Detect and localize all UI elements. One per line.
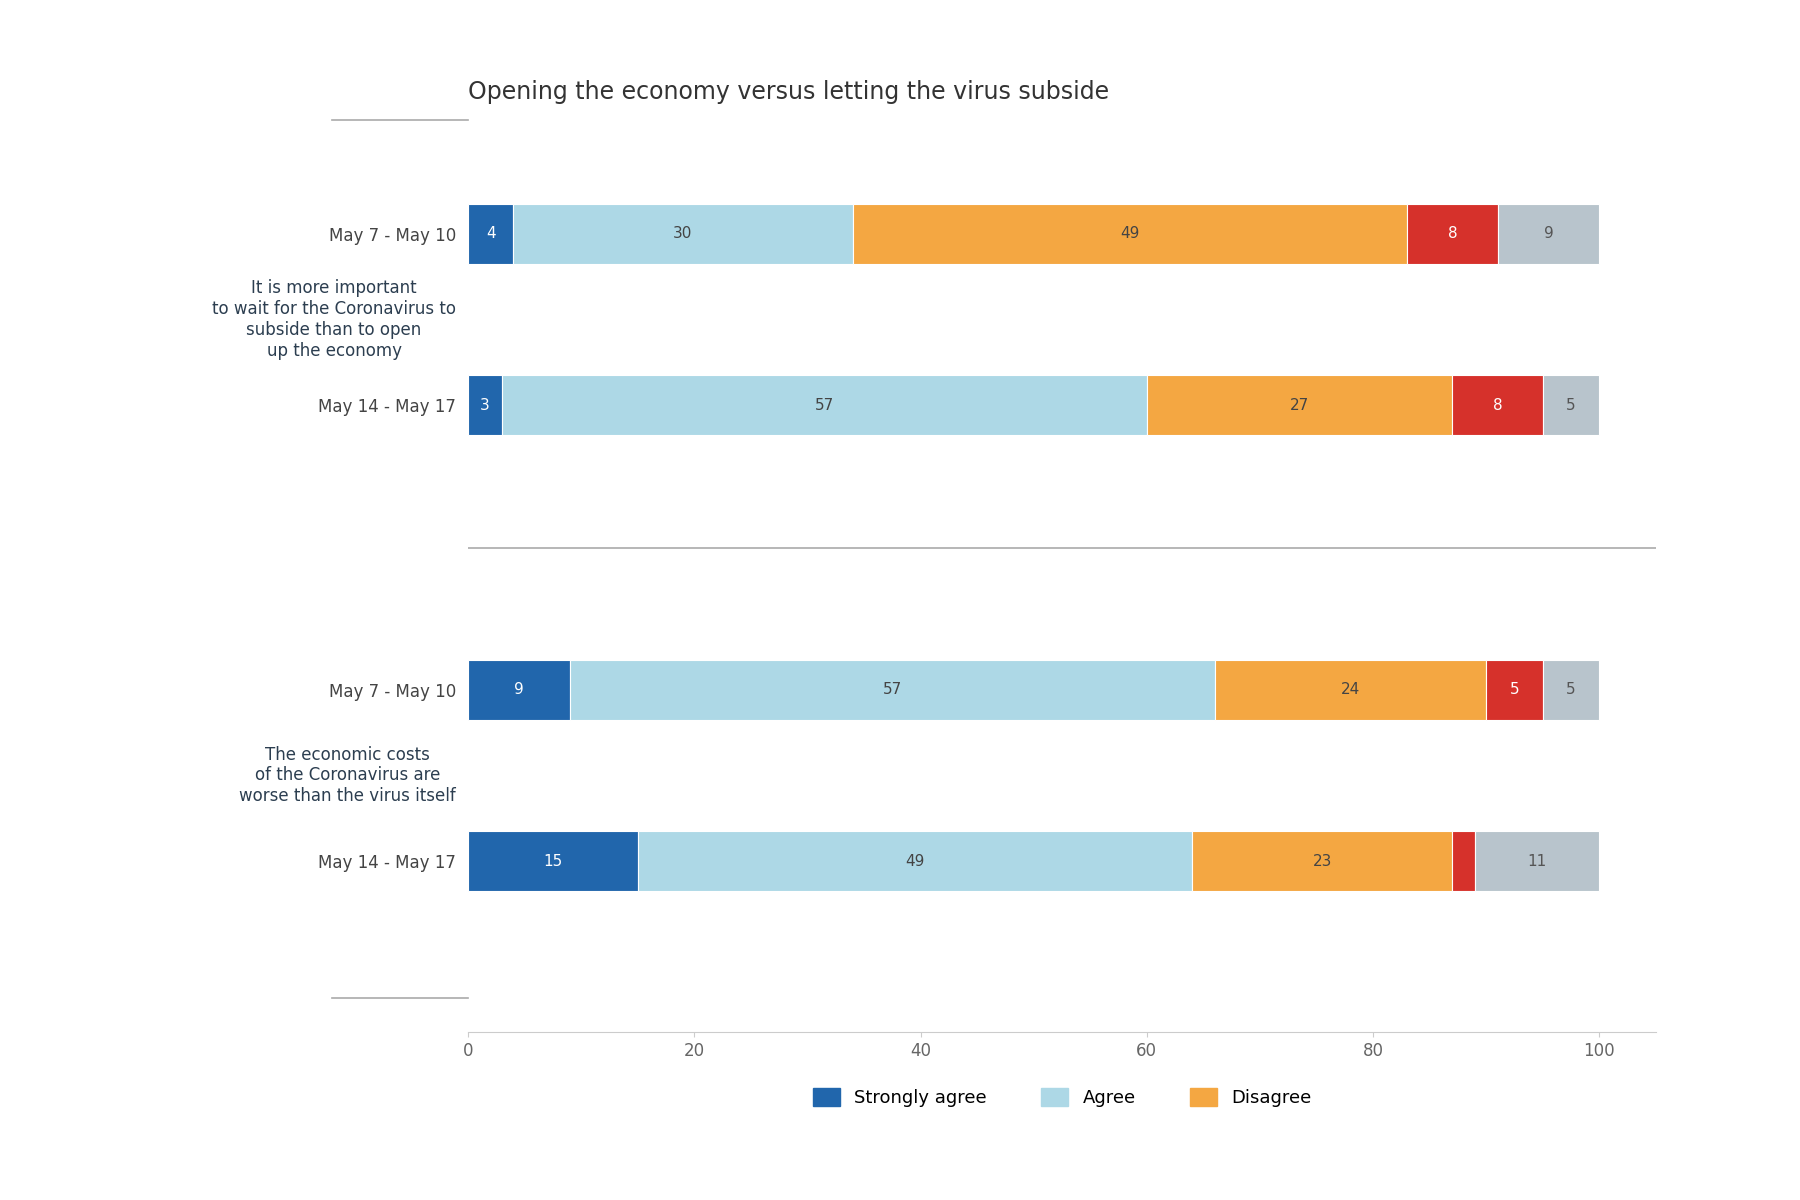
- Text: 23: 23: [1312, 853, 1332, 869]
- Bar: [1543, 660, 1600, 720]
- Text: 9: 9: [515, 683, 524, 697]
- Bar: [513, 204, 853, 264]
- Bar: [571, 660, 1215, 720]
- Bar: [1453, 832, 1474, 890]
- Bar: [853, 204, 1408, 264]
- Bar: [468, 204, 513, 264]
- Bar: [1474, 832, 1600, 890]
- Text: 5: 5: [1510, 683, 1519, 697]
- Bar: [1498, 204, 1600, 264]
- Bar: [468, 660, 571, 720]
- Text: 8: 8: [1492, 397, 1503, 413]
- Bar: [502, 376, 1147, 434]
- Bar: [637, 832, 1192, 890]
- Text: It is more important
to wait for the Coronavirus to
subside than to open
up the : It is more important to wait for the Cor…: [212, 280, 455, 360]
- Text: 49: 49: [1120, 227, 1139, 241]
- Text: 15: 15: [544, 853, 562, 869]
- Text: 4: 4: [486, 227, 495, 241]
- Text: 9: 9: [1544, 227, 1553, 241]
- Text: The economic costs
of the Coronavirus are
worse than the virus itself: The economic costs of the Coronavirus ar…: [239, 745, 455, 805]
- Bar: [1147, 376, 1453, 434]
- Bar: [468, 376, 502, 434]
- Bar: [1487, 660, 1543, 720]
- Text: 3: 3: [481, 397, 490, 413]
- Bar: [1215, 660, 1487, 720]
- Text: 57: 57: [882, 683, 902, 697]
- Bar: [1192, 832, 1453, 890]
- Text: 30: 30: [673, 227, 693, 241]
- Text: 8: 8: [1447, 227, 1458, 241]
- Text: 5: 5: [1566, 397, 1577, 413]
- Text: 57: 57: [815, 397, 833, 413]
- Bar: [468, 832, 637, 890]
- Bar: [1453, 376, 1543, 434]
- Legend: Strongly agree, Agree, Disagree: Strongly agree, Agree, Disagree: [805, 1080, 1319, 1114]
- Bar: [1408, 204, 1498, 264]
- Text: 5: 5: [1566, 683, 1577, 697]
- Text: 49: 49: [905, 853, 925, 869]
- Bar: [1543, 376, 1600, 434]
- Text: Opening the economy versus letting the virus subside: Opening the economy versus letting the v…: [468, 80, 1109, 104]
- Text: 11: 11: [1528, 853, 1546, 869]
- Text: 24: 24: [1341, 683, 1361, 697]
- Text: 27: 27: [1291, 397, 1309, 413]
